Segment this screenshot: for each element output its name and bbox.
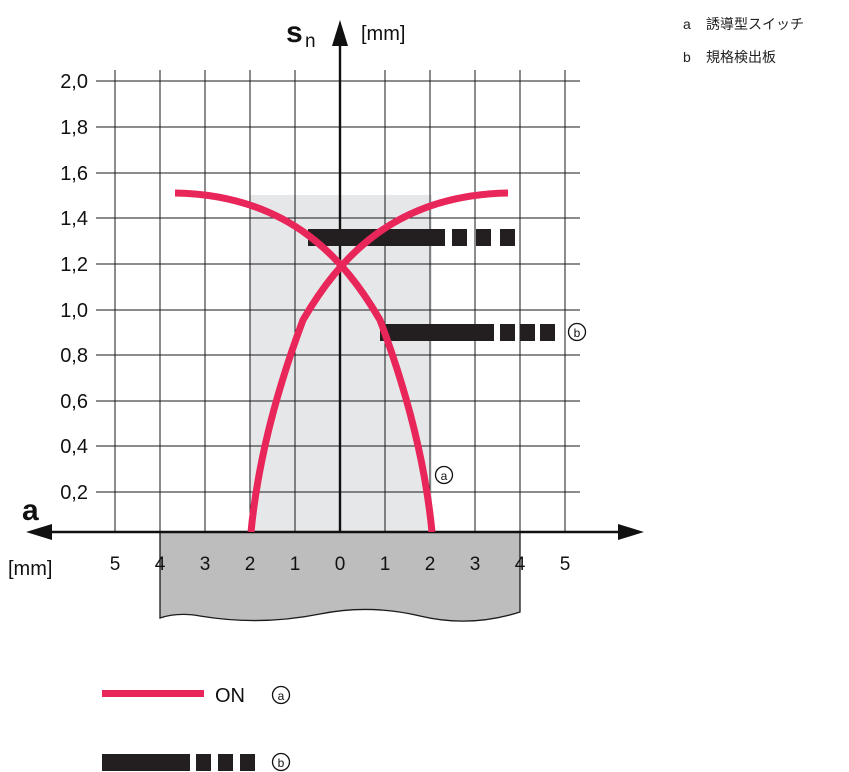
grid <box>96 70 580 532</box>
y-tick: 1,2 <box>60 254 88 276</box>
legend-marker-a: a <box>271 685 291 705</box>
x-tick: 4 <box>155 554 166 575</box>
y-tick-labels: 0,2 0,4 0,6 0,8 1,0 1,2 1,4 1,6 1,8 2,0 <box>60 71 88 504</box>
legend-marker-b: b <box>271 752 291 772</box>
legend-key-a: a <box>683 16 691 32</box>
y-tick: 1,0 <box>60 300 88 322</box>
y-axis-symbol-subscript: n <box>305 31 316 52</box>
bar-lower-dash-2 <box>520 324 535 341</box>
x-axis-symbol: a <box>22 494 39 527</box>
y-tick: 0,2 <box>60 482 88 504</box>
x-tick: 2 <box>425 554 436 575</box>
y-tick: 1,8 <box>60 117 88 139</box>
svg-text:b: b <box>574 326 581 340</box>
x-tick: 1 <box>380 554 391 575</box>
legend-on-label: ON <box>215 685 245 707</box>
bar-upper-dash-1 <box>452 229 467 246</box>
y-axis-symbol: s <box>286 16 303 49</box>
legend-text-a: 誘導型スイッチ <box>706 16 804 32</box>
curve-left-to-right <box>174 189 436 532</box>
legend-bar-dash-3 <box>240 754 255 771</box>
x-tick: 0 <box>335 554 346 575</box>
bar-lower-solid <box>380 324 494 341</box>
x-axis-unit: [mm] <box>8 558 52 580</box>
marker-a-on-curve: a <box>434 465 454 485</box>
x-tick: 4 <box>515 554 526 575</box>
y-axis-unit: [mm] <box>361 23 405 45</box>
y-tick: 0,4 <box>60 436 88 458</box>
switching-curves <box>174 189 509 532</box>
bar-upper-dash-3 <box>500 229 515 246</box>
y-axis-arrowhead <box>332 20 348 46</box>
svg-text:a: a <box>441 469 448 483</box>
bar-lower-dash-1 <box>500 324 515 341</box>
bar-lower-dash-3 <box>540 324 555 341</box>
y-tick: 2,0 <box>60 71 88 93</box>
target-plate <box>159 531 521 622</box>
x-tick: 5 <box>110 554 121 575</box>
curve-right-to-left <box>247 189 509 532</box>
x-tick: 1 <box>290 554 301 575</box>
legend-right: a 誘導型スイッチ b 規格検出板 <box>683 16 804 65</box>
x-tick: 3 <box>470 554 481 575</box>
legend-curve-swatch <box>102 690 204 697</box>
x-tick-labels: 5 4 3 2 1 0 1 2 3 4 5 <box>110 554 571 575</box>
legend-bar-solid <box>102 754 190 771</box>
y-tick: 0,8 <box>60 345 88 367</box>
y-tick: 1,4 <box>60 208 88 230</box>
marker-b-on-bar: b <box>567 322 587 342</box>
svg-text:a: a <box>278 689 285 703</box>
legend-text-b: 規格検出板 <box>706 49 776 65</box>
legend-bar-dash-2 <box>218 754 233 771</box>
x-axis-right-arrowhead <box>618 524 644 540</box>
legend-bottom: ON a b <box>102 685 291 772</box>
y-tick: 1,6 <box>60 163 88 185</box>
x-tick: 2 <box>245 554 256 575</box>
x-tick: 3 <box>200 554 211 575</box>
x-tick: 5 <box>560 554 571 575</box>
svg-text:b: b <box>278 756 285 770</box>
legend-key-b: b <box>683 49 691 65</box>
x-axis-left-arrowhead <box>26 524 52 540</box>
y-tick: 0,6 <box>60 391 88 413</box>
legend-bar-dash-1 <box>196 754 211 771</box>
bar-upper-dash-2 <box>476 229 491 246</box>
